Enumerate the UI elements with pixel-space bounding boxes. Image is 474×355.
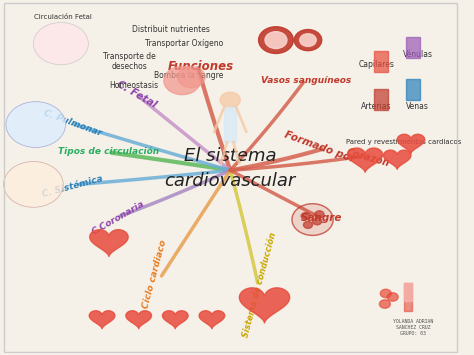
Text: Venas: Venas (406, 103, 429, 111)
Bar (406, 79, 420, 100)
Text: Formado por: Formado por (283, 130, 356, 165)
Text: Transportar Oxígeno: Transportar Oxígeno (146, 39, 224, 48)
Polygon shape (126, 311, 152, 329)
Circle shape (259, 27, 293, 54)
Circle shape (265, 32, 287, 49)
Circle shape (315, 211, 324, 218)
Circle shape (300, 34, 316, 47)
Text: Vénulas: Vénulas (403, 50, 433, 59)
Text: YOLANDA ADRIAN
SANCHEZ CRUZ
GRUPO: 03: YOLANDA ADRIAN SANCHEZ CRUZ GRUPO: 03 (393, 319, 433, 336)
Bar (224, 107, 236, 142)
Text: El sistema: El sistema (184, 147, 276, 165)
Polygon shape (383, 150, 411, 169)
Circle shape (178, 66, 205, 88)
Text: Sangre: Sangre (301, 213, 342, 223)
Text: Transporte de
desechos: Transporte de desechos (103, 51, 156, 71)
Text: Homeostasis: Homeostasis (109, 81, 159, 90)
Circle shape (220, 92, 240, 108)
Text: C.Coronaria: C.Coronaria (90, 199, 146, 237)
Circle shape (4, 162, 63, 207)
Text: Vasos sanguíneos: Vasos sanguíneos (261, 76, 351, 85)
Circle shape (312, 218, 322, 225)
Circle shape (292, 204, 333, 235)
Circle shape (294, 29, 322, 51)
Circle shape (6, 102, 65, 147)
Text: C. Fetal: C. Fetal (115, 79, 158, 110)
Polygon shape (199, 311, 225, 329)
Polygon shape (397, 134, 425, 153)
Text: Funciones: Funciones (167, 60, 234, 73)
Bar (374, 51, 388, 72)
Polygon shape (90, 230, 128, 256)
Circle shape (34, 22, 88, 65)
Circle shape (380, 289, 391, 298)
Bar (406, 37, 420, 58)
Circle shape (301, 213, 310, 219)
Text: Ciclo cardiaco: Ciclo cardiaco (141, 239, 168, 310)
Text: Distribuit nutrientes: Distribuit nutrientes (132, 25, 210, 34)
Text: Pared y revestimientos cardiacos: Pared y revestimientos cardiacos (346, 139, 462, 145)
Text: Corazón: Corazón (345, 147, 390, 169)
Text: Sistema de conducción: Sistema de conducción (242, 231, 278, 338)
Circle shape (164, 66, 201, 95)
Text: Bombea la sangre: Bombea la sangre (155, 71, 224, 80)
Polygon shape (348, 148, 383, 172)
Polygon shape (163, 311, 188, 329)
Bar (404, 283, 412, 311)
Text: Tipos de circulación: Tipos de circulación (58, 146, 159, 156)
Text: cardiovascular: cardiovascular (164, 172, 296, 190)
Text: Capilares: Capilares (359, 60, 394, 69)
Circle shape (379, 300, 391, 308)
Text: Circulación Fetal: Circulación Fetal (34, 14, 92, 20)
Circle shape (387, 293, 398, 301)
Bar (404, 283, 412, 300)
Circle shape (303, 221, 312, 228)
Polygon shape (89, 311, 115, 329)
Text: Arterias: Arterias (361, 103, 392, 111)
Polygon shape (239, 288, 290, 323)
Bar (374, 89, 388, 110)
Text: C. Pulmonar: C. Pulmonar (42, 108, 103, 137)
Text: C. Sistémica: C. Sistémica (41, 174, 104, 198)
